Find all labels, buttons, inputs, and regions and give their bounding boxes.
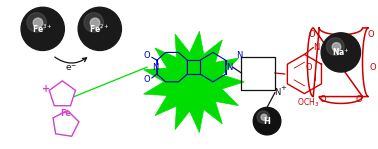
Text: O: O	[320, 95, 327, 104]
Text: O: O	[367, 30, 374, 39]
Text: O: O	[308, 30, 314, 39]
Text: +: +	[280, 85, 286, 91]
Text: Na$^{+}$: Na$^{+}$	[332, 47, 350, 58]
Text: O: O	[144, 75, 150, 84]
Text: +: +	[42, 84, 50, 94]
Text: N: N	[274, 88, 280, 97]
Circle shape	[90, 18, 100, 28]
FancyArrowPatch shape	[55, 57, 87, 63]
Text: O: O	[355, 95, 362, 104]
Circle shape	[84, 13, 104, 32]
Text: N: N	[226, 63, 233, 72]
Circle shape	[33, 18, 43, 28]
Text: O: O	[370, 63, 376, 72]
Circle shape	[257, 111, 270, 123]
Text: OCH$_3$: OCH$_3$	[297, 96, 319, 109]
Circle shape	[27, 13, 46, 32]
Text: Fe$^{2+}$: Fe$^{2+}$	[89, 23, 110, 35]
Text: Fe$^{3+}$: Fe$^{3+}$	[32, 23, 53, 35]
Circle shape	[332, 43, 341, 51]
Text: N: N	[152, 63, 158, 72]
Text: e$^{-}$: e$^{-}$	[65, 63, 77, 73]
Text: O: O	[144, 51, 150, 60]
Polygon shape	[144, 31, 245, 132]
Text: N: N	[313, 43, 319, 52]
Circle shape	[327, 38, 344, 55]
Text: Fe: Fe	[60, 109, 71, 118]
Circle shape	[78, 7, 121, 51]
Circle shape	[21, 7, 64, 51]
Text: O: O	[305, 63, 312, 72]
Text: N: N	[236, 51, 243, 60]
Circle shape	[261, 114, 267, 120]
Text: H: H	[263, 117, 271, 126]
Circle shape	[321, 33, 361, 72]
Circle shape	[253, 107, 281, 135]
